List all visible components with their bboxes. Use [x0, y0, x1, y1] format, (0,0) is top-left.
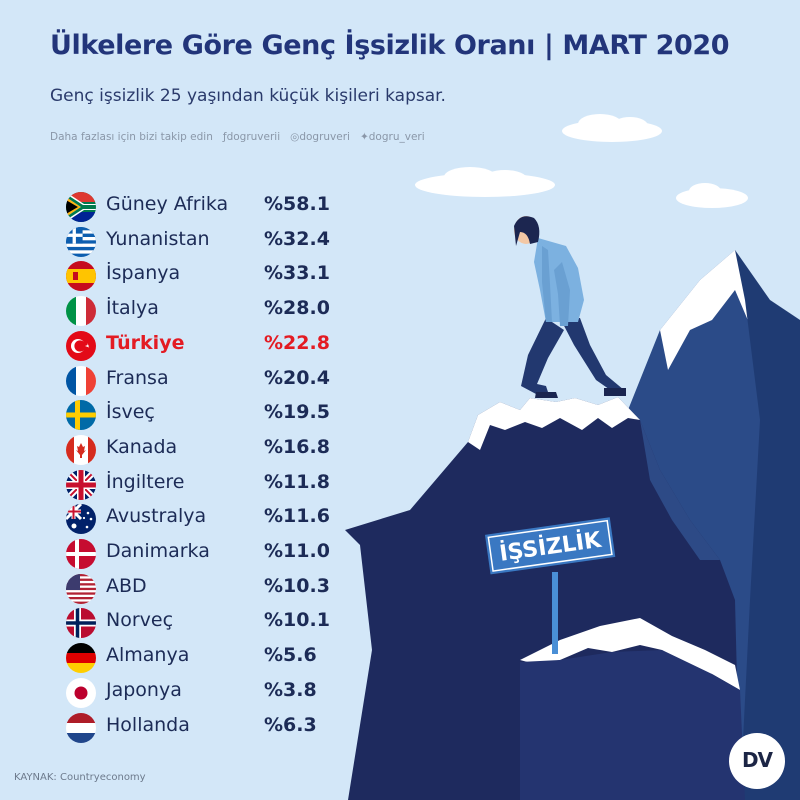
greece-flag-icon [66, 226, 96, 257]
france-flag-icon [66, 365, 96, 396]
country-name: Danimarka [106, 540, 210, 562]
unemployment-rate: %16.8 [264, 435, 330, 458]
unemployment-rate: %33.1 [264, 262, 330, 285]
country-name: Almanya [106, 644, 190, 667]
norway-flag-icon [66, 608, 96, 639]
unemployment-rate: %11.6 [264, 505, 330, 528]
country-name: Japonya [106, 678, 182, 701]
country-name: Fransa [106, 366, 169, 389]
country-row: ABD %10.3 [66, 572, 366, 604]
country-row: İngiltere %11.8 [66, 468, 366, 500]
country-row: Kanada %16.8 [66, 433, 366, 465]
facebook-icon: ƒ [222, 131, 227, 143]
country-row: Yunanistan %32.4 [66, 225, 366, 257]
sweden-flag-icon [66, 400, 96, 431]
twitter-icon: ✦ [359, 131, 369, 143]
unemployment-rate: %6.3 [264, 713, 317, 736]
country-row: Güney Afrika %58.1 [66, 190, 366, 222]
country-row: Türkiye %22.8 [66, 329, 366, 361]
country-name: Türkiye [106, 331, 185, 354]
country-row: İtalya %28.0 [66, 294, 366, 327]
instagram-icon: ◎ [290, 131, 300, 143]
unemployment-rate: %5.6 [264, 644, 317, 667]
country-name: İngiltere [106, 470, 185, 493]
country-name: Norveç [106, 609, 174, 632]
south-africa-flag-icon [66, 192, 96, 222]
unemployment-rate: %32.4 [264, 227, 330, 250]
country-row: İspanya %33.1 [66, 259, 366, 292]
page-title: Ülkelere Göre Genç İşsizlik Oranı | MART… [50, 30, 730, 61]
uk-flag-icon [66, 469, 96, 500]
unemployment-rate: %3.8 [264, 678, 317, 701]
germany-flag-icon [66, 643, 96, 674]
unemployment-rate: %10.1 [264, 609, 330, 632]
country-row: Avustralya %11.6 [66, 502, 366, 535]
country-name: İtalya [106, 297, 159, 320]
country-row: Fransa %20.4 [66, 364, 366, 396]
italy-flag-icon [66, 296, 96, 327]
country-row: İsveç %19.5 [66, 398, 366, 431]
unemployment-rate: %20.4 [264, 366, 330, 389]
country-row: Hollanda %6.3 [66, 711, 366, 743]
social-follow-bar: Daha fazlası için bizi takip edin ƒdogru… [50, 131, 425, 143]
usa-flag-icon [66, 573, 96, 604]
unemployment-rate: %10.3 [264, 574, 330, 597]
japan-flag-icon [66, 677, 96, 708]
country-row: Danimarka %11.0 [66, 537, 366, 569]
logo: DV [729, 733, 785, 789]
unemployment-rate: %11.8 [264, 470, 330, 493]
country-row: Japonya %3.8 [66, 676, 366, 708]
facebook-link[interactable]: ƒdogruverii [222, 131, 281, 143]
unemployment-rate: %19.5 [264, 401, 330, 424]
page-subtitle: Genç işsizlik 25 yaşından küçük kişileri… [50, 86, 446, 106]
country-name: Avustralya [106, 505, 207, 528]
country-name: Kanada [106, 435, 178, 458]
clouds [415, 114, 748, 208]
twitter-link[interactable]: ✦dogru_veri [359, 131, 425, 143]
country-name: Hollanda [106, 713, 190, 736]
canada-flag-icon [66, 434, 96, 465]
country-name: İsveç [106, 401, 155, 424]
source-note: KAYNAK: Countryeconomy [14, 772, 146, 783]
australia-flag-icon [66, 504, 96, 535]
unemployment-rate: %28.0 [264, 297, 330, 320]
denmark-flag-icon [66, 539, 96, 569]
sign-post [552, 572, 558, 654]
country-name: Yunanistan [106, 227, 210, 250]
spain-flag-icon [66, 261, 96, 292]
unemployment-rate: %22.8 [264, 331, 330, 354]
country-row: Almanya %5.6 [66, 641, 366, 674]
unemployment-rate: %58.1 [264, 193, 330, 215]
logo-text: DV [741, 748, 773, 772]
sad-person-figure [514, 216, 626, 398]
issizlik-sign: İŞSİZLİK [484, 517, 616, 575]
country-name: Güney Afrika [106, 193, 229, 215]
follow-prompt: Daha fazlası için bizi takip edin [50, 131, 213, 143]
instagram-link[interactable]: ◎dogruveri [290, 131, 350, 143]
unemployment-rate: %11.0 [264, 540, 330, 562]
country-name: İspanya [106, 262, 181, 285]
netherlands-flag-icon [66, 712, 96, 743]
country-row: Norveç %10.1 [66, 606, 366, 639]
turkey-flag-icon [66, 330, 96, 361]
country-name: ABD [106, 574, 147, 597]
